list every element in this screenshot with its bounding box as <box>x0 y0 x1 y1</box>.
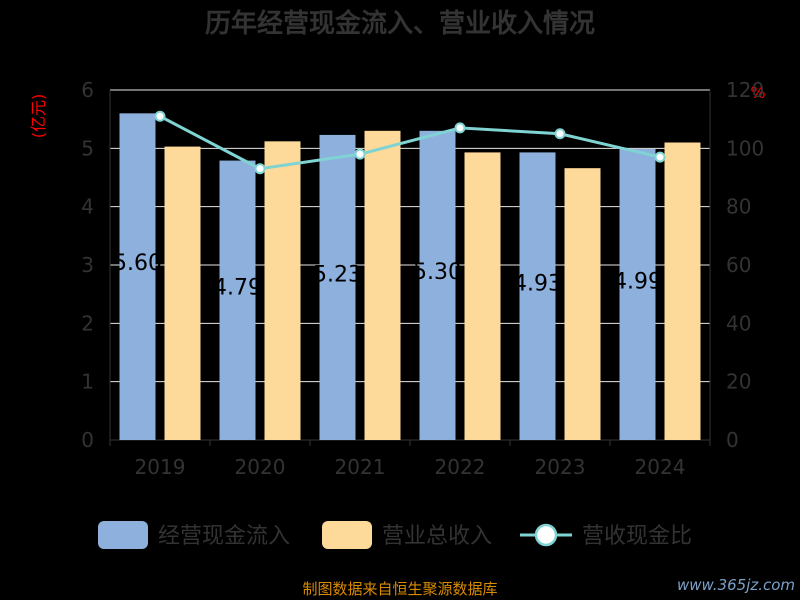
watermark: www.365jz.com <box>677 576 795 594</box>
x-tick-label: 2022 <box>435 455 486 479</box>
bar-cash-inflow <box>119 113 156 440</box>
bar-cash-inflow <box>419 130 456 441</box>
left-tick-label: 4 <box>81 195 94 219</box>
left-axis-unit: (亿元) <box>29 94 48 139</box>
ratio-point <box>354 148 366 160</box>
bars <box>119 113 701 441</box>
right-tick-label: 80 <box>726 195 751 219</box>
right-tick-label: 120 <box>726 78 764 102</box>
bar-data-label: 5.60 <box>113 251 162 276</box>
left-tick-label: 6 <box>81 78 94 102</box>
x-tick-label: 2021 <box>335 455 386 479</box>
bar-revenue <box>264 141 301 441</box>
legend-marker <box>534 523 558 547</box>
legend-swatch <box>322 521 372 549</box>
left-tick-label: 1 <box>81 370 94 394</box>
bar-data-label: 5.23 <box>313 262 362 287</box>
legend-label: 营收现金比 <box>582 524 692 549</box>
ratio-line <box>154 110 666 175</box>
data-labels: 5.60 4.79 5.23 5.30 4.93 4.99 <box>113 251 662 301</box>
left-tick-label: 3 <box>81 253 94 277</box>
x-tick-label: 2024 <box>635 455 686 479</box>
right-tick-label: 60 <box>726 253 751 277</box>
bar-revenue <box>464 152 501 440</box>
bar-data-label: 4.79 <box>213 276 262 301</box>
source-note: 制图数据来自恒生聚源数据库 <box>302 580 497 598</box>
left-tick-label: 0 <box>81 428 94 452</box>
bar-revenue <box>564 168 601 440</box>
right-tick-label: 100 <box>726 136 764 160</box>
left-tick-label: 5 <box>81 136 94 160</box>
ratio-point <box>454 122 466 134</box>
bar-data-label: 4.99 <box>613 270 662 295</box>
right-tick-label: 20 <box>726 370 751 394</box>
bar-cash-inflow <box>219 160 256 441</box>
grid-lines <box>110 89 710 383</box>
right-tick-label: 0 <box>726 428 739 452</box>
ratio-point <box>154 110 166 122</box>
bar-revenue <box>164 146 201 441</box>
bar-cash-inflow <box>619 148 656 440</box>
ratio-point <box>554 128 566 140</box>
x-tick-label: 2019 <box>135 455 186 479</box>
right-tick-label: 40 <box>726 311 751 335</box>
bar-revenue <box>664 142 701 440</box>
legend-label: 营业总收入 <box>382 524 492 549</box>
legend: 经营现金流入 营业总收入 营收现金比 <box>98 521 692 549</box>
bar-data-label: 4.93 <box>513 271 562 296</box>
right-axis-unit: % <box>750 83 765 102</box>
bar-cash-inflow <box>319 134 356 440</box>
bar-revenue <box>364 130 401 441</box>
legend-swatch <box>98 521 148 549</box>
left-tick-label: 2 <box>81 311 94 335</box>
legend-label: 经营现金流入 <box>158 524 290 549</box>
chart-title: 历年经营现金流入、营业收入情况 <box>205 8 595 39</box>
x-tick-label: 2023 <box>535 455 586 479</box>
ratio-point <box>654 151 666 163</box>
ratio-point <box>254 163 266 175</box>
bar-cash-inflow <box>519 152 556 440</box>
ratio-line-path <box>159 114 661 171</box>
x-tick-label: 2020 <box>235 455 286 479</box>
bar-data-label: 5.30 <box>413 260 462 285</box>
